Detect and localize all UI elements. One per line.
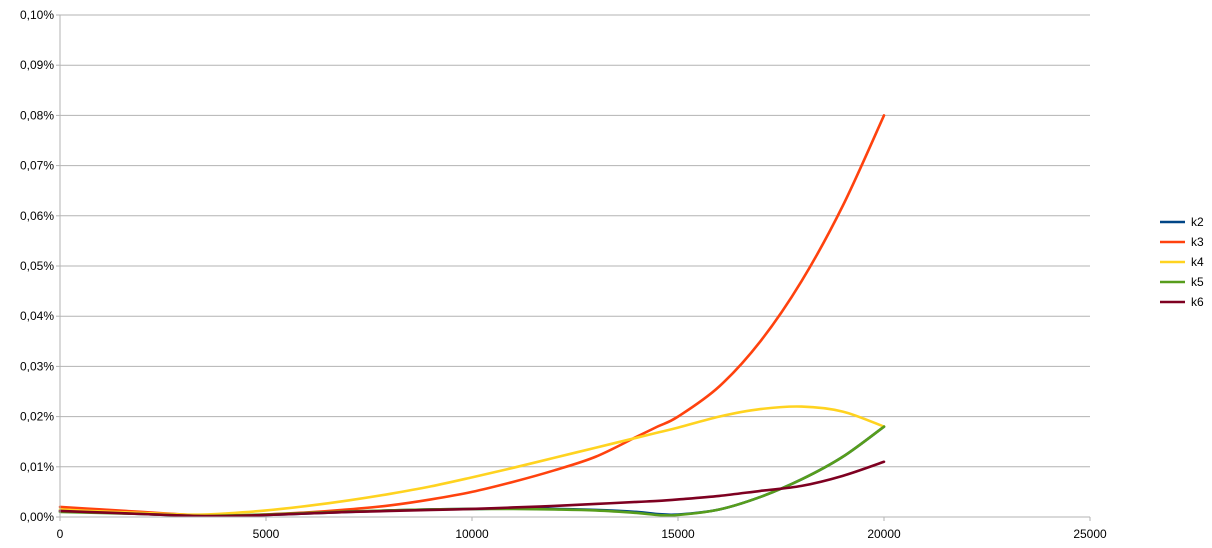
x-tick-label: 20000 (867, 527, 901, 541)
y-tick-label: 0,00% (20, 510, 54, 524)
y-tick-label: 0,04% (20, 309, 54, 323)
y-tick-label: 0,05% (20, 259, 54, 273)
x-tick-label: 0 (57, 527, 64, 541)
series-line-k2 (58, 425, 886, 518)
series-lines (58, 114, 886, 518)
x-tick-label: 25000 (1073, 527, 1107, 541)
y-tick-label: 0,01% (20, 460, 54, 474)
legend-label-k2: k2 (1191, 215, 1204, 229)
legend-label-k6: k6 (1191, 295, 1204, 309)
y-tick-label: 0,08% (20, 108, 54, 122)
x-tick-label: 5000 (253, 527, 280, 541)
legend-label-k5: k5 (1191, 275, 1204, 289)
series-line-k6 (58, 460, 886, 518)
legend-label-k4: k4 (1191, 255, 1204, 269)
legend-label-k3: k3 (1191, 235, 1204, 249)
y-tick-label: 0,07% (20, 159, 54, 173)
axes (56, 14, 1091, 521)
y-tick-label: 0,03% (20, 359, 54, 373)
x-tick-labels: 0 5000 10000 15000 20000 25000 (57, 527, 1107, 541)
x-tick-label: 15000 (661, 527, 695, 541)
y-tick-label: 0,09% (20, 58, 54, 72)
legend: k2 k3 k4 k5 k6 (1160, 215, 1204, 309)
y-tick-label: 0,02% (20, 410, 54, 424)
y-tick-label: 0,06% (20, 209, 54, 223)
grid-lines (60, 14, 1090, 518)
x-tick-label: 10000 (455, 527, 489, 541)
y-tick-label: 0,10% (20, 8, 54, 22)
y-tick-labels: 0,00% 0,01% 0,02% 0,03% 0,04% 0,05% 0,06% 0,07%… (20, 8, 54, 524)
series-line-k5 (58, 425, 886, 518)
series-line-k4 (58, 405, 886, 516)
